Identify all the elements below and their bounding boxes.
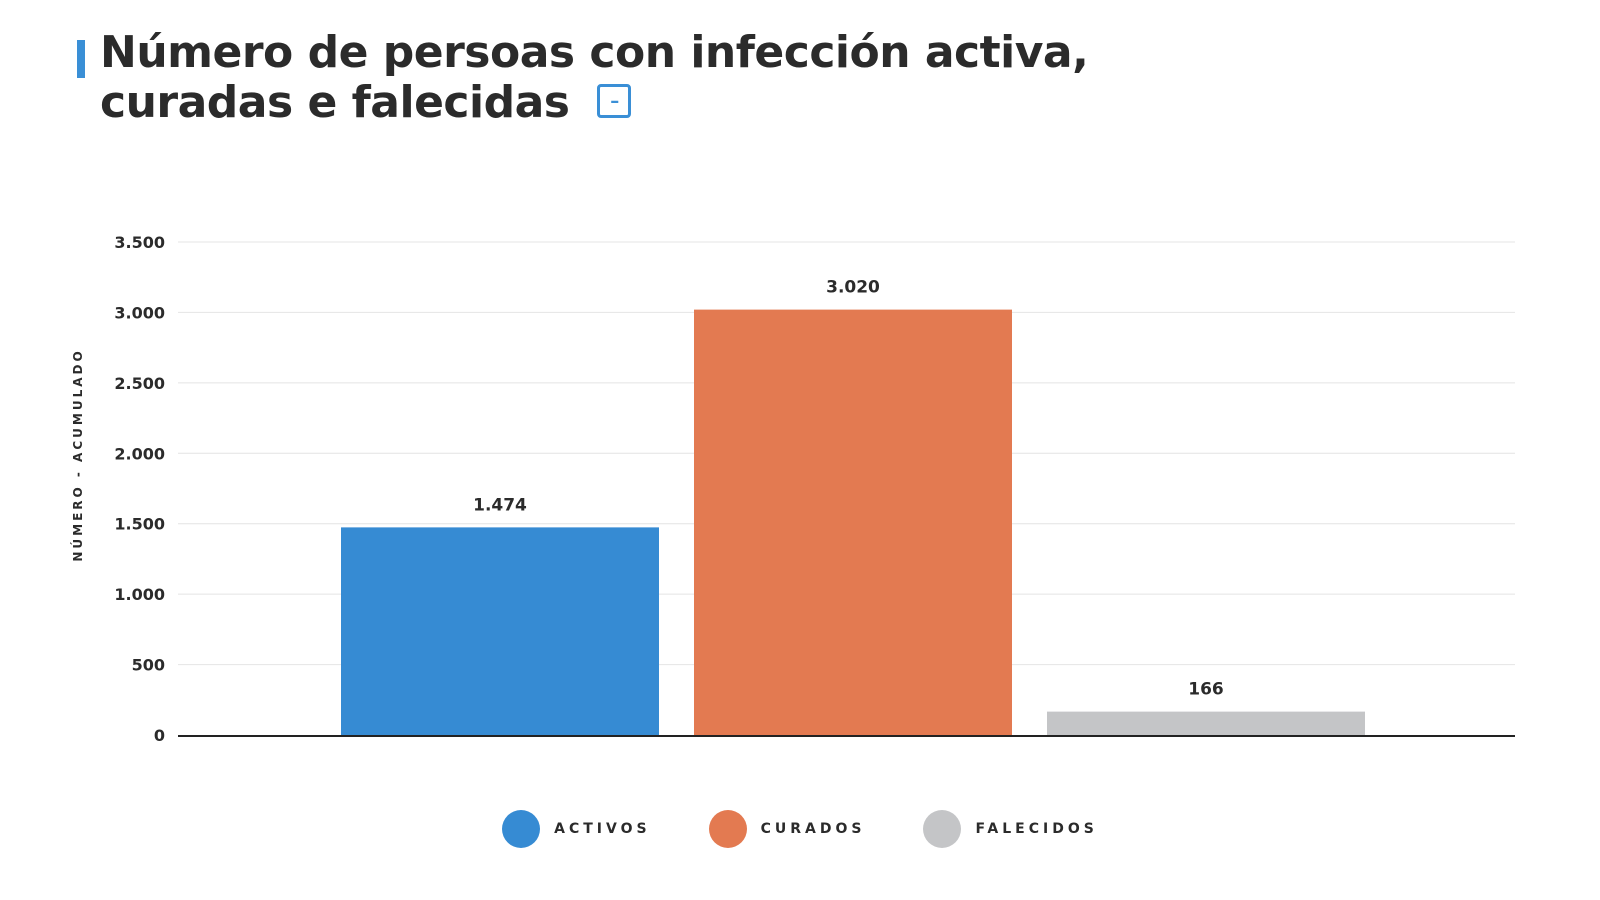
legend-item-activos[interactable]: ACTIVOS bbox=[502, 810, 650, 848]
y-tick-label: 2.500 bbox=[114, 374, 165, 393]
y-axis-label: NÚMERO - ACUMULADO bbox=[70, 348, 85, 561]
data-label: 1.474 bbox=[473, 495, 527, 515]
collapse-button[interactable]: – bbox=[597, 84, 632, 118]
bar-activos bbox=[341, 527, 659, 735]
bar-falecidos bbox=[1047, 711, 1365, 735]
legend-item-falecidos[interactable]: FALECIDOS bbox=[923, 810, 1097, 848]
y-tick-label: 2.000 bbox=[114, 444, 165, 463]
title-line-1: Número de persoas con infección activa, bbox=[100, 27, 1089, 78]
data-label: 3.020 bbox=[826, 278, 880, 298]
data-label: 166 bbox=[1188, 680, 1224, 700]
legend-swatch bbox=[502, 810, 541, 848]
bar-curados bbox=[694, 309, 1012, 735]
y-tick-label: 0 bbox=[154, 726, 165, 745]
y-tick-label: 3.500 bbox=[114, 233, 165, 252]
legend-label: FALECIDOS bbox=[975, 821, 1098, 837]
y-tick-label: 3.000 bbox=[114, 303, 165, 322]
legend-swatch bbox=[708, 810, 747, 848]
title-accent-bar bbox=[77, 40, 85, 78]
y-tick-label: 1.500 bbox=[114, 515, 165, 534]
chart-title: Número de persoas con infección activa, … bbox=[100, 27, 1089, 128]
legend-label: ACTIVOS bbox=[554, 821, 651, 837]
legend-label: CURADOS bbox=[760, 821, 866, 837]
y-tick-label: 1.000 bbox=[114, 585, 165, 604]
legend: ACTIVOS CURADOS FALECIDOS bbox=[0, 810, 1600, 848]
title-line-2: curadas e falecidas bbox=[100, 77, 570, 128]
y-tick-label: 500 bbox=[132, 656, 165, 675]
legend-item-curados[interactable]: CURADOS bbox=[708, 810, 866, 848]
legend-swatch bbox=[923, 810, 962, 848]
